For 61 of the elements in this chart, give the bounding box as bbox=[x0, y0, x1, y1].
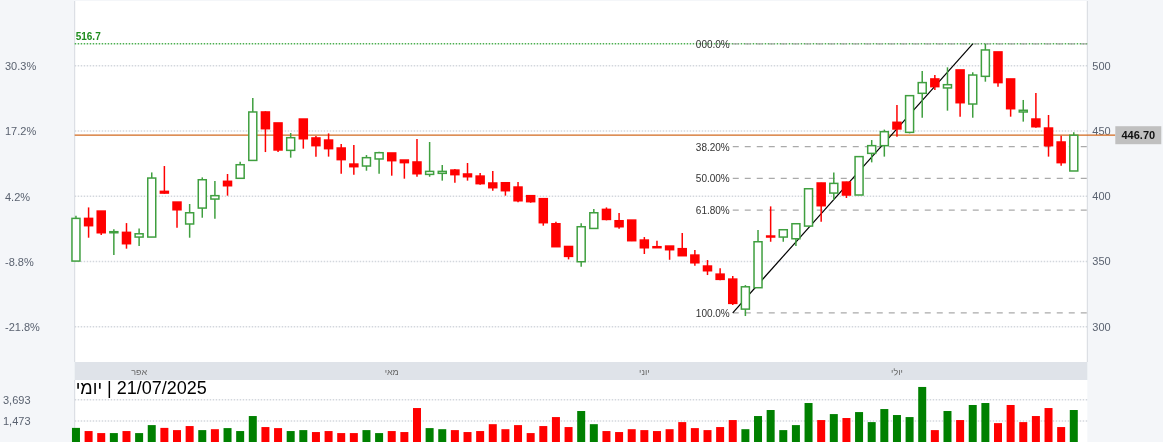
candlestick bbox=[260, 110, 271, 153]
x-tick-label: יוני bbox=[639, 367, 650, 377]
annotation: 61.80% bbox=[695, 205, 730, 217]
x-tick-label: יולי bbox=[891, 367, 903, 377]
candlestick bbox=[285, 132, 296, 159]
candlestick bbox=[866, 139, 877, 164]
y-tick-label: 300 bbox=[1092, 320, 1111, 333]
annotation: 21/07/2025 | יומי bbox=[75, 378, 207, 398]
candlestick bbox=[879, 128, 890, 158]
candlestick bbox=[399, 159, 410, 180]
y-tick-label: 500 bbox=[1092, 59, 1111, 72]
candlestick bbox=[412, 138, 422, 178]
candlestick bbox=[488, 170, 498, 192]
candlestick bbox=[589, 208, 599, 230]
candlestick bbox=[652, 239, 662, 249]
y-tick-label: 3,693 bbox=[3, 393, 31, 406]
candlestick bbox=[1018, 99, 1029, 123]
candlestick bbox=[159, 165, 170, 195]
candlestick bbox=[740, 284, 751, 317]
candlestick bbox=[134, 227, 144, 247]
candlestick bbox=[121, 222, 132, 250]
ref-line-label: 446.70 bbox=[1121, 129, 1156, 142]
candlestick bbox=[210, 180, 220, 220]
y2-tick-label: -8.8% bbox=[5, 255, 34, 268]
y-tick-label: 400 bbox=[1092, 190, 1111, 203]
x-tick-label: מאי bbox=[384, 367, 399, 377]
y-tick-label: 350 bbox=[1092, 255, 1111, 268]
candlestick bbox=[349, 144, 359, 176]
candlestick bbox=[829, 171, 839, 201]
candlestick bbox=[184, 203, 195, 239]
candlestick bbox=[1031, 92, 1041, 129]
candlestick bbox=[172, 201, 182, 229]
candlestick bbox=[765, 205, 776, 243]
candlestick bbox=[323, 132, 334, 158]
y2-tick-label: 17.2% bbox=[5, 125, 37, 138]
candlestick bbox=[791, 222, 801, 247]
candlestick bbox=[917, 70, 927, 119]
y-tick-label: 1,473 bbox=[3, 415, 31, 428]
candlestick bbox=[386, 152, 397, 177]
candlestick bbox=[336, 143, 346, 175]
y2-tick-label: 30.3% bbox=[5, 59, 37, 72]
candlestick bbox=[96, 210, 106, 236]
candlestick bbox=[298, 118, 309, 150]
annotation: 100.0% bbox=[695, 307, 730, 319]
y2-tick-label: -21.8% bbox=[5, 320, 41, 333]
candlestick bbox=[677, 232, 687, 257]
candlestick bbox=[892, 104, 902, 138]
candlestick bbox=[816, 181, 826, 223]
y-tick-label: 450 bbox=[1092, 124, 1111, 137]
ref-line-label: 516.7 bbox=[75, 30, 102, 42]
candlestick bbox=[109, 228, 119, 256]
annotation: 50.00% bbox=[695, 173, 730, 185]
annotation: 38.20% bbox=[695, 141, 730, 153]
candlestick bbox=[1043, 114, 1054, 158]
candlestick bbox=[311, 135, 321, 158]
annotation: 000.0% bbox=[695, 38, 730, 50]
x-tick-label: אפר bbox=[131, 367, 148, 377]
candlestick bbox=[942, 66, 953, 112]
candlestick bbox=[1056, 134, 1066, 167]
y2-tick-label: 4.2% bbox=[5, 190, 31, 203]
candlestick bbox=[551, 221, 561, 248]
